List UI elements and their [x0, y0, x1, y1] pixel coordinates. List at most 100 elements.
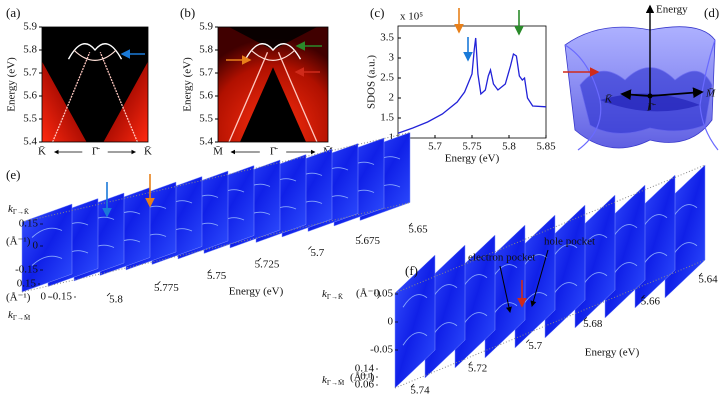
arrow — [499, 265, 512, 313]
z-tick-label: 0.15 — [17, 278, 37, 290]
label-sub: Γ→K̄ — [327, 293, 343, 301]
x-tick — [106, 292, 111, 297]
x-tick — [308, 246, 312, 250]
x-tick-label: 5.775 — [154, 282, 179, 294]
x-tick-label: 5.725 — [255, 259, 280, 271]
x-tick-label: 5.68 — [583, 318, 603, 330]
band — [228, 52, 269, 143]
y-tick-label: 0 — [388, 316, 394, 328]
z-axis-unit: (Å⁻¹) — [350, 372, 375, 384]
y-tick-label: 1.5 — [380, 112, 394, 124]
arrow — [620, 89, 651, 101]
x-tick-label: 5.74 — [410, 385, 430, 396]
y-tick-label: 5.7 — [199, 67, 213, 79]
band — [244, 43, 302, 60]
x-tick — [698, 272, 703, 277]
x-tick-label: Γ̄ — [92, 146, 100, 158]
plot-frame — [217, 26, 329, 143]
x-tick-label: 5.7 — [428, 141, 442, 153]
x-axis-label: Energy (eV) — [585, 347, 640, 359]
annotation: hole pocket — [544, 236, 595, 248]
y-axis-label: SDOS (a.u.) — [366, 55, 378, 109]
x-tick — [408, 222, 413, 227]
y-tick-label: 0 — [33, 240, 39, 252]
label-sub: Γ→M̄ — [13, 314, 31, 322]
x-tick-label: 5.8 — [109, 294, 123, 306]
x-tick-label: 5.72 — [468, 362, 487, 374]
band — [73, 49, 117, 61]
x-tick-label: 5.675 — [355, 235, 380, 247]
label-main: k — [8, 309, 14, 321]
x-tick — [257, 257, 262, 262]
y-tick-label: 5.4 — [23, 136, 37, 148]
surface — [564, 39, 719, 151]
x-tick — [583, 317, 588, 321]
y-tick-label: 0.05 — [374, 288, 394, 300]
band — [67, 43, 123, 60]
intensity — [42, 61, 87, 142]
x-tick-label: K̄ — [38, 146, 46, 158]
x-tick-label: 5.75 — [207, 270, 227, 282]
x-axis-label: Energy (eV) — [445, 153, 500, 165]
x-tick-label: 5.8 — [502, 141, 516, 153]
y-tick-label: 5.6 — [199, 90, 213, 102]
label-sub: Γ→K̄ — [13, 208, 29, 216]
x-tick — [641, 294, 645, 299]
frame-edge — [21, 132, 411, 223]
axis-label: Energy — [656, 4, 688, 16]
gap-region — [229, 27, 317, 50]
origin-dot — [647, 93, 653, 99]
y-axis-unit: (Å⁻¹) — [6, 236, 31, 248]
y-tick-label: 2 — [389, 92, 395, 104]
y-tick-label: 3.5 — [380, 32, 394, 44]
x-tick — [358, 234, 362, 238]
x-tick — [410, 383, 415, 388]
annotation: electron pocket — [468, 252, 536, 264]
x-tick-label: 5.7 — [528, 340, 542, 352]
x-tick — [207, 269, 211, 273]
y-tick-label: -0.05 — [370, 344, 393, 356]
x-tick-label: 5.64 — [698, 274, 718, 286]
panel-label: (d) — [704, 5, 719, 20]
band — [277, 52, 318, 143]
x-tick — [525, 339, 530, 343]
sdos-line — [397, 37, 547, 134]
y-tick-label: 5.4 — [199, 136, 213, 148]
z-tick-label: 0 — [41, 291, 47, 303]
y-tick-label: 5.7 — [23, 67, 37, 79]
y-tick-label: 5.5 — [199, 113, 213, 125]
x-tick-label: K̄ — [144, 146, 152, 158]
y-tick-label: -0.15 — [15, 264, 38, 276]
label-main: k — [322, 288, 328, 300]
z-tick-label: 0.06 — [355, 379, 375, 391]
panel-label: (a) — [6, 5, 20, 20]
z-tick-label: 0.1 — [360, 371, 374, 383]
arrow — [649, 87, 704, 99]
y-tick-label: 0.15 — [19, 218, 39, 230]
label-main: k — [8, 203, 14, 215]
y-tick-label: 5.8 — [199, 44, 213, 56]
z-tick-label: 0.14 — [355, 363, 375, 375]
axis-multiplier: x 10⁵ — [400, 11, 423, 23]
gap-region — [240, 67, 306, 142]
y-tick-label: 3 — [389, 52, 395, 64]
z-axis-label: kΓ→M̄ — [322, 374, 345, 387]
x-tick-label: 5.65 — [408, 224, 428, 236]
y-axis-label: Energy (eV) — [182, 57, 194, 112]
y-tick-label: 5.9 — [23, 21, 37, 33]
y-tick-label: 5.6 — [23, 90, 37, 102]
panel-label: (e) — [6, 167, 20, 182]
frame-edge — [394, 259, 706, 389]
arrow — [530, 249, 549, 307]
y-tick-label: 5.9 — [199, 21, 213, 33]
plot-frame — [41, 26, 149, 143]
x-axis-label: Energy (eV) — [229, 286, 284, 298]
y-axis-label: kΓ→K̄ — [8, 203, 29, 216]
band — [99, 52, 138, 143]
z-axis-label: kΓ→M̄ — [8, 309, 31, 322]
slice-texture — [31, 227, 63, 266]
y-tick-label: 2.5 — [380, 72, 394, 84]
panel-label: (c) — [370, 5, 384, 20]
x-tick-label: Γ̄ — [270, 146, 278, 158]
